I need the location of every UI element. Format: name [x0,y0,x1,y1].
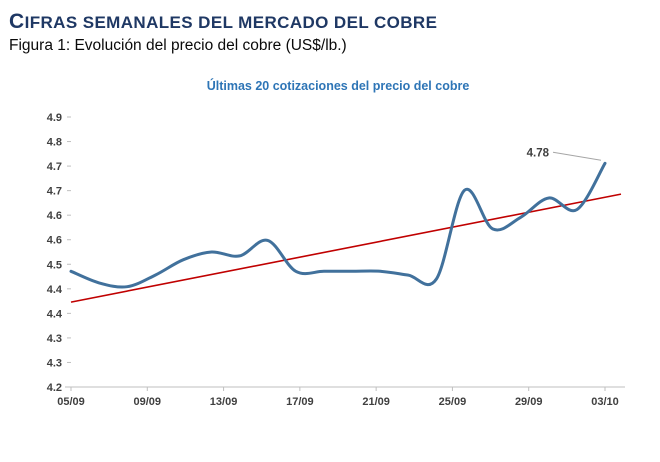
page-title: CIFRAS SEMANALES DEL MERCADO DEL COBRE [9,10,438,33]
y-axis-label: 4.8 [47,137,62,149]
y-axis-label: 4.4 [47,308,63,320]
y-axis-label: 4.5 [47,259,62,271]
last-value-label: 4.78 [527,147,550,159]
x-axis-label: 05/09 [57,396,85,408]
x-axis-label: 13/09 [210,396,238,408]
y-axis-label: 4.7 [47,161,62,173]
x-axis-label: 03/10 [591,396,619,408]
y-axis-label: 4.3 [47,357,62,369]
x-axis-label: 29/09 [515,396,543,408]
figure-caption: Figura 1: Evolución del precio del cobre… [9,37,347,54]
report-header: CIFRAS SEMANALES DEL MERCADO DEL COBRE F… [9,10,654,55]
price-series-line [69,161,607,289]
x-axis-label: 21/09 [362,396,390,408]
copper-price-line-chart: 05/09 09/09 13/09 17/09 21/09 25/09 29/09 03/10… [47,112,625,408]
chart-title: Últimas 20 cotizaciones del precio del c… [206,79,470,93]
y-axis-label: 4.6 [47,235,62,247]
y-axis-label: 4.3 [47,333,62,345]
y-axis-label: 4.9 [47,112,62,124]
y-axis-label: 4.4 [47,284,63,296]
y-axis-label: 4.6 [47,210,62,222]
chart-area: Últimas 20 cotizaciones del precio del c… [9,79,654,421]
annotation-leader-line [552,151,602,161]
trend-line [70,193,622,303]
y-axis-label: 4.2 [47,382,62,394]
x-axis-label: 25/09 [439,396,467,408]
x-axis-label: 17/09 [286,396,314,408]
x-axis-label: 09/09 [134,396,162,408]
y-axis-label: 4.7 [47,186,62,198]
